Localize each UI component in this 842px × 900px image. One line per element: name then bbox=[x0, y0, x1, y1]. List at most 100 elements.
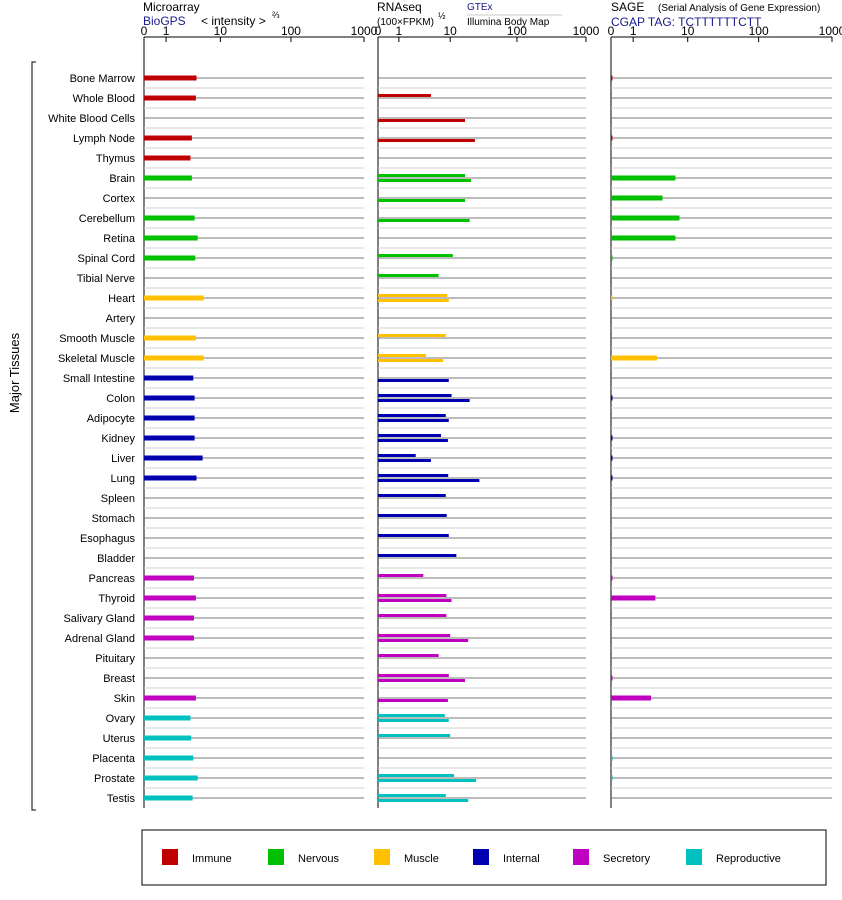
bar-biogps bbox=[144, 695, 196, 701]
sage-title: SAGE bbox=[611, 0, 644, 14]
legend-swatch-immune bbox=[162, 849, 178, 865]
microarray-title: Microarray bbox=[143, 0, 200, 14]
bar-gtex bbox=[378, 554, 457, 557]
bar-gtex bbox=[378, 94, 431, 97]
tissue-label: Adrenal Gland bbox=[65, 633, 135, 645]
bar-sage bbox=[611, 475, 613, 481]
y-axis-label: Major Tissues bbox=[7, 332, 22, 413]
tissue-label: Testis bbox=[107, 793, 136, 805]
bar-biogps bbox=[144, 255, 196, 261]
microarray-tick-label: 100 bbox=[281, 24, 301, 38]
bar-biogps bbox=[144, 755, 194, 761]
sage-source: CGAP TAG: TCTTTTTTCTT bbox=[611, 15, 762, 29]
bar-gtex bbox=[378, 574, 424, 577]
microarray-tick-label: 1 bbox=[163, 24, 170, 38]
bar-sage bbox=[611, 695, 652, 701]
sage-tick-label: 1 bbox=[630, 24, 637, 38]
legend-label-immune: Immune bbox=[192, 853, 232, 865]
bar-gtex bbox=[378, 774, 455, 777]
tissue-label: Stomach bbox=[92, 513, 135, 525]
bar-gtex bbox=[378, 654, 439, 657]
bar-biogps bbox=[144, 615, 194, 621]
tissue-label: Retina bbox=[103, 233, 136, 245]
rnaseq-tick-label: 1 bbox=[396, 24, 403, 38]
bar-gtex bbox=[378, 594, 447, 597]
sage-tick-label: 1000 bbox=[819, 24, 842, 38]
bar-gtex bbox=[378, 294, 448, 297]
bar-biogps bbox=[144, 795, 193, 801]
microarray-header: Microarray BioGPS < intensity > ⅔ bbox=[143, 0, 280, 28]
microarray-tick-label: 1000 bbox=[351, 24, 378, 38]
legend-swatch-nervous bbox=[268, 849, 284, 865]
legend-label-muscle: Muscle bbox=[404, 853, 439, 865]
tissue-label: Skeletal Muscle bbox=[58, 353, 135, 365]
tissue-label: Pituitary bbox=[95, 653, 135, 665]
rnaseq-source-illumina: Illumina Body Map bbox=[467, 17, 550, 28]
microarray-source: BioGPS bbox=[143, 14, 186, 28]
bar-illumina bbox=[378, 779, 477, 782]
bar-biogps bbox=[144, 175, 192, 181]
bar-gtex bbox=[378, 414, 446, 417]
bar-biogps bbox=[144, 235, 198, 241]
microarray-unit: < intensity > bbox=[201, 14, 266, 28]
tissue-label: Smooth Muscle bbox=[59, 333, 135, 345]
bar-illumina bbox=[378, 119, 466, 122]
bar-biogps bbox=[144, 715, 191, 721]
bar-sage bbox=[611, 575, 613, 581]
bar-biogps bbox=[144, 455, 203, 461]
bar-gtex bbox=[378, 394, 452, 397]
bar-sage bbox=[611, 295, 613, 301]
legend-label-reproductive: Reproductive bbox=[716, 853, 781, 865]
bar-gtex bbox=[378, 174, 466, 177]
tissue-label: Salivary Gland bbox=[63, 613, 135, 625]
bar-gtex bbox=[378, 534, 449, 537]
bar-biogps bbox=[144, 215, 195, 221]
bar-sage bbox=[611, 775, 613, 781]
bar-biogps bbox=[144, 75, 197, 81]
tissue-label: Spleen bbox=[101, 493, 135, 505]
bar-illumina bbox=[378, 719, 449, 722]
tissue-label: Lung bbox=[111, 473, 135, 485]
tissue-label: Thymus bbox=[96, 153, 136, 165]
bar-biogps bbox=[144, 635, 194, 641]
rnaseq-unit-exp: ½ bbox=[438, 11, 446, 21]
bar-gtex bbox=[378, 494, 446, 497]
tissue-label: Heart bbox=[108, 293, 135, 305]
sage-tick-label: 0 bbox=[608, 24, 615, 38]
bar-illumina bbox=[378, 699, 448, 702]
bar-illumina bbox=[378, 479, 480, 482]
bar-sage bbox=[611, 255, 613, 261]
bar-sage bbox=[611, 595, 656, 601]
bar-biogps bbox=[144, 375, 194, 381]
bar-illumina bbox=[378, 399, 470, 402]
tissue-label: Bladder bbox=[97, 553, 135, 565]
tissue-label: Prostate bbox=[94, 773, 135, 785]
tissue-label: Colon bbox=[106, 393, 135, 405]
bar-biogps bbox=[144, 355, 204, 361]
microarray-unit-exp: ⅔ bbox=[272, 10, 280, 20]
legend-swatch-secretory bbox=[573, 849, 589, 865]
bar-gtex bbox=[378, 514, 447, 517]
bar-illumina bbox=[378, 459, 431, 462]
bar-gtex bbox=[378, 674, 449, 677]
bar-illumina bbox=[378, 439, 448, 442]
bar-illumina bbox=[378, 419, 449, 422]
sage-header: SAGE (Serial Analysis of Gene Expression… bbox=[611, 0, 820, 29]
bar-illumina bbox=[378, 679, 466, 682]
bar-gtex bbox=[378, 634, 451, 637]
bar-sage bbox=[611, 235, 676, 241]
bar-gtex bbox=[378, 334, 446, 337]
bar-biogps bbox=[144, 135, 192, 141]
bar-illumina bbox=[378, 799, 469, 802]
microarray-tick-label: 0 bbox=[141, 24, 148, 38]
bar-biogps bbox=[144, 435, 195, 441]
legend-swatch-muscle bbox=[374, 849, 390, 865]
bar-gtex bbox=[378, 794, 446, 797]
bar-sage bbox=[611, 455, 613, 461]
tissue-label: Skin bbox=[114, 693, 135, 705]
tissue-label: Thyroid bbox=[98, 593, 135, 605]
tissue-label: Liver bbox=[111, 453, 135, 465]
rnaseq-tick-label: 1000 bbox=[573, 24, 600, 38]
bar-gtex bbox=[378, 614, 447, 617]
